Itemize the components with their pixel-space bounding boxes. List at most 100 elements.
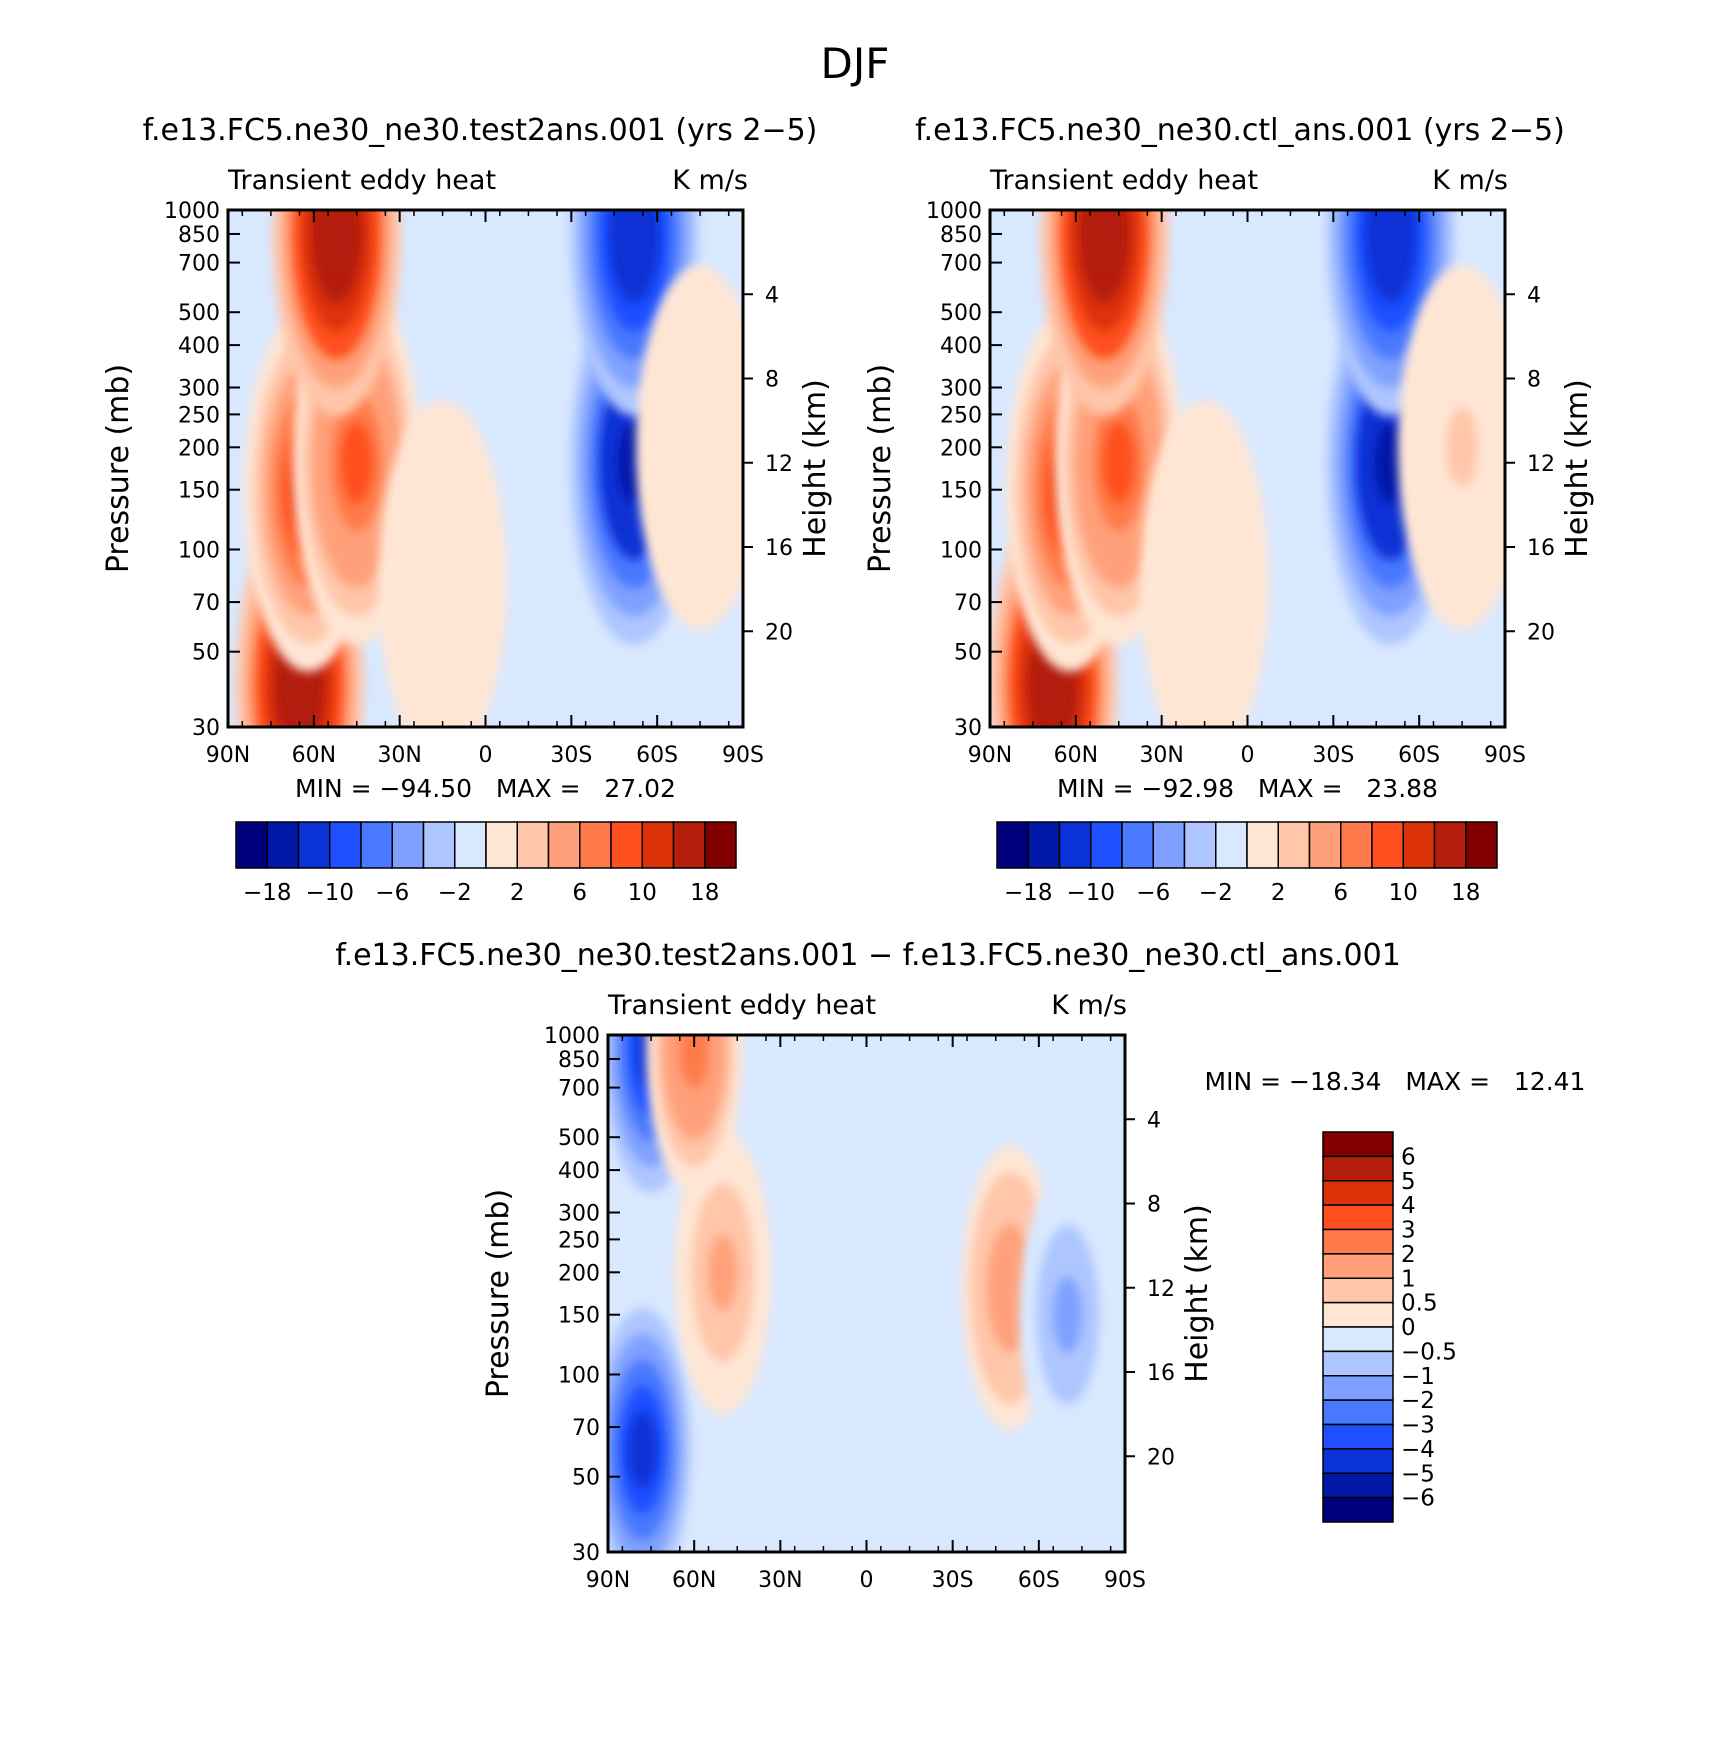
colorbar-swatch [329, 821, 362, 869]
figure-title: DJF [821, 39, 890, 88]
latitude-tick-label: 60S [1398, 743, 1440, 768]
pressure-tick-label: 150 [940, 479, 982, 504]
colorbar-label: −10 [1066, 880, 1115, 906]
colorbar-swatch [454, 821, 487, 869]
panel-left-label: Transient eddy heat [227, 165, 496, 196]
y-axis-label: Pressure (mb) [101, 364, 136, 573]
latitude-tick-label: 90S [1484, 743, 1526, 768]
height-ticks: 20 16 12 8 4 [1147, 1108, 1175, 1470]
pressure-tick-label: 70 [572, 1416, 600, 1441]
latitude-tick-label: 60N [292, 743, 336, 768]
colorbar-swatch [641, 821, 675, 869]
field-contour [1053, 1276, 1082, 1353]
field-contour [1446, 406, 1478, 488]
colorbar-label: 0 [1401, 1315, 1416, 1341]
field-contour [684, 406, 716, 488]
colorbar-swatch [996, 821, 1029, 869]
colorbar-label: −6 [375, 880, 409, 906]
colorbar-swatch [579, 821, 612, 869]
colorbar-swatch [1322, 1180, 1394, 1206]
pressure-tick-label: 500 [178, 301, 220, 326]
latitude-tick-label: 30N [758, 1568, 802, 1593]
pressure-tick-label: 30 [572, 1541, 600, 1566]
colorbar-label: −6 [1401, 1486, 1435, 1512]
height-tick-label: 12 [1147, 1277, 1175, 1302]
pressure-tick-label: 100 [178, 538, 220, 563]
height-tick-label: 16 [1147, 1361, 1175, 1386]
y-axis-label: Pressure (mb) [481, 1189, 516, 1398]
colorbar-swatch [704, 821, 737, 869]
latitude-tick-label: 90N [206, 743, 250, 768]
colorbar-label: 1 [1401, 1266, 1416, 1292]
latitude-ticks: 90N 60N 30N 0 30S 60S 90S [206, 743, 764, 768]
field-contour [708, 1234, 738, 1311]
min-max-stats: MIN = −92.98 MAX = 23.88 [1057, 774, 1438, 803]
latitude-tick-label: 60S [1018, 1568, 1060, 1593]
colorbar-swatch [1277, 821, 1311, 869]
colorbar-label: 2 [510, 880, 525, 906]
colorbar-swatch [1058, 821, 1092, 869]
colorbar-swatch [1322, 1155, 1394, 1182]
pressure-tick-label: 700 [178, 252, 220, 277]
colorbar-label: −4 [1401, 1437, 1435, 1463]
panel-title: f.e13.FC5.ne30_ne30.test2ans.001 (yrs 2−… [143, 113, 818, 148]
colorbar-label: −5 [1401, 1461, 1435, 1487]
colorbar-label: −18 [1004, 880, 1053, 906]
latitude-tick-label: 30N [1139, 743, 1183, 768]
min-max-stats: MIN = −18.34 MAX = 12.41 [1205, 1067, 1586, 1096]
latitude-tick-label: 90N [586, 1568, 630, 1593]
colorbar-swatch [1322, 1399, 1394, 1426]
pressure-tick-label: 50 [954, 641, 982, 666]
height-tick-label: 4 [765, 283, 779, 308]
height-ticks: 20 16 12 8 4 [1527, 283, 1555, 645]
height-tick-label: 12 [765, 452, 793, 477]
colorbar-swatch [1308, 821, 1342, 869]
contour-plot [226, 208, 753, 729]
field-contour [679, 1035, 709, 1089]
panel-right-label: K m/s [1432, 165, 1508, 196]
colorbar-swatch [1322, 1253, 1394, 1279]
colorbar-swatch [1246, 821, 1279, 869]
y-axis-right-label: Height (km) [1180, 1204, 1215, 1383]
colorbar-swatch [1183, 821, 1217, 869]
height-tick-label: 8 [1147, 1193, 1161, 1218]
colorbar-swatch [1322, 1496, 1394, 1523]
colorbar-label: 2 [1271, 880, 1286, 906]
colorbar-label: −2 [1401, 1388, 1435, 1414]
latitude-tick-label: 30N [377, 743, 421, 768]
colorbar-label: 18 [690, 880, 719, 906]
colorbar-swatch [1322, 1472, 1394, 1499]
colorbar-label: 6 [1401, 1144, 1416, 1170]
pressure-tick-label: 1000 [544, 1024, 600, 1049]
pressure-tick-label: 150 [558, 1304, 600, 1329]
latitude-tick-label: 0 [860, 1568, 874, 1593]
field-contour [426, 542, 459, 623]
latitude-ticks: 90N 60N 30N 0 30S 60S 90S [968, 743, 1526, 768]
colorbar-swatch [391, 821, 425, 869]
colorbar-swatch [235, 821, 268, 869]
height-tick-label: 8 [765, 368, 779, 393]
height-tick-label: 16 [1527, 536, 1555, 561]
colorbar-label: 6 [1333, 880, 1348, 906]
pressure-tick-label: 30 [954, 716, 982, 741]
pressure-tick-label: 150 [178, 479, 220, 504]
colorbar-swatch [1322, 1448, 1394, 1474]
colorbar-swatch [547, 821, 581, 869]
contour-field [235, 210, 743, 727]
pressure-tick-label: 300 [940, 377, 982, 402]
colorbar-label: 4 [1401, 1193, 1416, 1219]
height-tick-label: 12 [1527, 452, 1555, 477]
colorbar-label: 2 [1401, 1242, 1416, 1268]
colorbar-label: −1 [1401, 1364, 1435, 1390]
panel-control: f.e13.FC5.ne30_ne30.ctl_ans.001 (yrs 2−5… [863, 113, 1595, 906]
pressure-tick-label: 700 [940, 252, 982, 277]
height-tick-label: 4 [1147, 1108, 1161, 1133]
colorbar-swatch [1322, 1350, 1394, 1377]
pressure-ticks: 30 50 70 100 150 200 250 300 400 500 700… [544, 1024, 600, 1566]
height-tick-label: 20 [765, 620, 793, 645]
latitude-tick-label: 60N [1054, 743, 1098, 768]
colorbar-label: 10 [628, 880, 657, 906]
colorbar-label: −2 [438, 880, 472, 906]
colorbar-swatch [1322, 1204, 1394, 1231]
colorbar-swatch [1402, 821, 1436, 869]
